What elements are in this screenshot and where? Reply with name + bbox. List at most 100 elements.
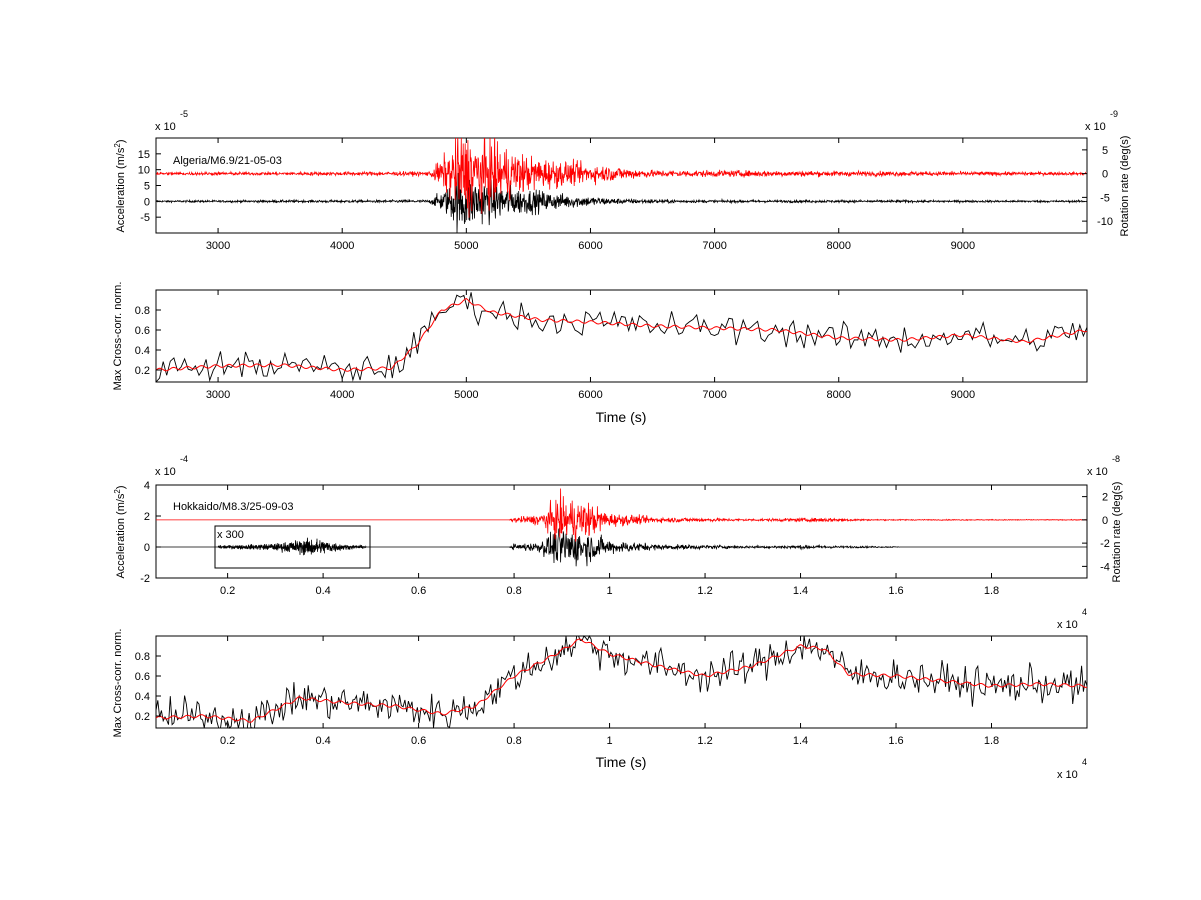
rotation-rate-trace	[156, 138, 1087, 218]
right-multiplier-exp: -8	[1112, 454, 1120, 464]
x-tick-label: 0.8	[506, 735, 521, 747]
x-tick-label: 6000	[578, 389, 602, 401]
panel-hokkaido-signals: x 300 0.2 0.4 0.6 0.8 1 1.2 1.4 1.6 1.8 4 2 0 -2 2 0…	[113, 454, 1123, 597]
x-tick-label: 4000	[330, 389, 354, 401]
x-multiplier-bottom: x 10	[1057, 769, 1078, 781]
x-multiplier-top: x 10	[1057, 619, 1078, 631]
right-multiplier: x 10	[1087, 466, 1108, 478]
raw-correlation-line	[155, 634, 1088, 729]
y-tick-label: 0.4	[135, 691, 150, 703]
y-right-tick-label: -10	[1097, 216, 1113, 228]
y-axis-left-label: Acceleration (m/s2)	[113, 139, 127, 232]
x-tick-label: 7000	[702, 389, 726, 401]
y-tick-label: 0.2	[135, 365, 150, 377]
x-tick-label: 8000	[826, 389, 850, 401]
panel-hokkaido-correlation: 0.2 0.4 0.6 0.8 1 1.2 1.4 1.6 1.8 0.8 0.6 0.4 0.2 T…	[112, 607, 1088, 781]
smoothed-correlation-line	[155, 638, 1088, 723]
x-tick-label: 0.6	[411, 585, 426, 597]
y-tick-label: 0.8	[135, 305, 150, 317]
y-tick-label: -5	[140, 212, 150, 224]
x-tick-label: 1	[607, 585, 613, 597]
x-tick-label: 0.2	[220, 735, 235, 747]
y-tick-label: 0	[144, 542, 150, 554]
y-axis-label: Max Cross-corr. norm.	[112, 629, 124, 738]
y-right-tick-label: 5	[1102, 145, 1108, 157]
series-layer	[155, 292, 1088, 383]
left-multiplier: x 10	[155, 466, 176, 478]
y-tick-label: 2	[144, 511, 150, 523]
y-tick-label: 0	[144, 196, 150, 208]
left-multiplier: x 10	[155, 121, 176, 133]
x-tick-label: 1.6	[888, 735, 903, 747]
x-tick-label: 3000	[206, 240, 230, 252]
panel-algeria-signals: 3000 4000 5000 6000 7000 8000 9000 15 10 5 0 -5 5 0…	[113, 109, 1131, 252]
y-axis-right-label: Rotation rate (deg(s)	[1111, 482, 1123, 583]
left-multiplier-exp: -4	[180, 454, 188, 464]
y-right-tick-label: -2	[1100, 538, 1110, 550]
y-tick-label: 0.4	[135, 345, 150, 357]
x-axis: 0.2 0.4 0.6 0.8 1 1.2 1.4 1.6 1.8	[220, 485, 999, 597]
x-multiplier-top-exp: 4	[1082, 607, 1087, 617]
series-layer	[156, 138, 1087, 233]
y-axis-left: 15 10 5 0 -5	[138, 149, 161, 224]
y-right-tick-label: 2	[1102, 492, 1108, 504]
y-right-tick-label: -5	[1100, 192, 1110, 204]
x-tick-label: 1.2	[697, 735, 712, 747]
y-tick-label: -2	[140, 573, 150, 585]
y-tick-label: 0.6	[135, 671, 150, 683]
x-axis: 3000 4000 5000 6000 7000 8000 9000	[206, 290, 975, 401]
y-axis-left: 0.8 0.6 0.4 0.2	[135, 651, 161, 723]
x-tick-label: 4000	[330, 240, 354, 252]
y-axis-right: 5 0 -5 -10	[1082, 145, 1113, 228]
x-tick-label: 6000	[578, 240, 602, 252]
x-axis: 0.2 0.4 0.6 0.8 1 1.2 1.4 1.6 1.8	[220, 636, 999, 747]
x-tick-label: 8000	[826, 240, 850, 252]
x-axis-label: Time (s)	[596, 409, 647, 425]
event-annotation: Algeria/M6.9/21-05-03	[173, 155, 282, 167]
y-tick-label: 4	[144, 480, 150, 492]
x-tick-label: 1.8	[984, 735, 999, 747]
panel-algeria-correlation: 3000 4000 5000 6000 7000 8000 9000 0.80.60.40.…	[112, 282, 1088, 425]
inset-seismogram-trace	[217, 537, 367, 556]
y-right-tick-label: -4	[1100, 561, 1110, 573]
x-tick-label: 1.2	[697, 585, 712, 597]
inset-label: x 300	[217, 529, 244, 541]
y-right-tick-label: 0	[1102, 169, 1108, 181]
x-tick-label: 0.4	[315, 735, 330, 747]
x-tick-label: 0.6	[411, 735, 426, 747]
y-tick-label: 0.2	[135, 711, 150, 723]
y-right-tick-label: 0	[1102, 515, 1108, 527]
series-layer	[156, 488, 1087, 567]
y-tick-label: 10	[138, 165, 150, 177]
y-tick-label: 5	[144, 181, 150, 193]
plot-frame	[155, 289, 1088, 383]
x-axis-label: Time (s)	[596, 754, 647, 770]
x-tick-label: 0.8	[506, 585, 521, 597]
rotation-rate-trace	[156, 488, 1087, 542]
right-multiplier: x 10	[1085, 121, 1106, 133]
x-axis: 3000 4000 5000 6000 7000 8000 9000	[206, 138, 975, 252]
series-layer	[155, 634, 1088, 729]
y-axis-right-label: Rotation rate (deg(s)	[1119, 136, 1131, 237]
x-tick-label: 5000	[454, 389, 478, 401]
plot-frame	[155, 484, 1088, 579]
y-axis-left-label: Acceleration (m/s2)	[113, 485, 127, 578]
y-axis-right: 2 0 -2 -4	[1082, 492, 1110, 573]
plot-frame	[155, 635, 1088, 729]
plot-frame	[155, 137, 1088, 234]
left-multiplier-exp: -5	[180, 109, 188, 119]
acceleration-trace	[156, 172, 1087, 233]
x-multiplier-bottom-exp: 4	[1082, 757, 1087, 767]
x-tick-label: 1	[607, 735, 613, 747]
x-tick-label: 1.8	[984, 585, 999, 597]
x-tick-label: 0.2	[220, 585, 235, 597]
x-tick-label: 5000	[454, 240, 478, 252]
x-tick-label: 7000	[702, 240, 726, 252]
y-tick-label: 15	[138, 149, 150, 161]
x-tick-label: 1.4	[793, 585, 808, 597]
y-axis-left: 4 2 0 -2	[140, 480, 161, 585]
x-tick-label: 1.4	[793, 735, 808, 747]
right-multiplier-exp: -9	[1110, 109, 1118, 119]
y-axis-label: Max Cross-corr. norm.	[112, 282, 124, 391]
